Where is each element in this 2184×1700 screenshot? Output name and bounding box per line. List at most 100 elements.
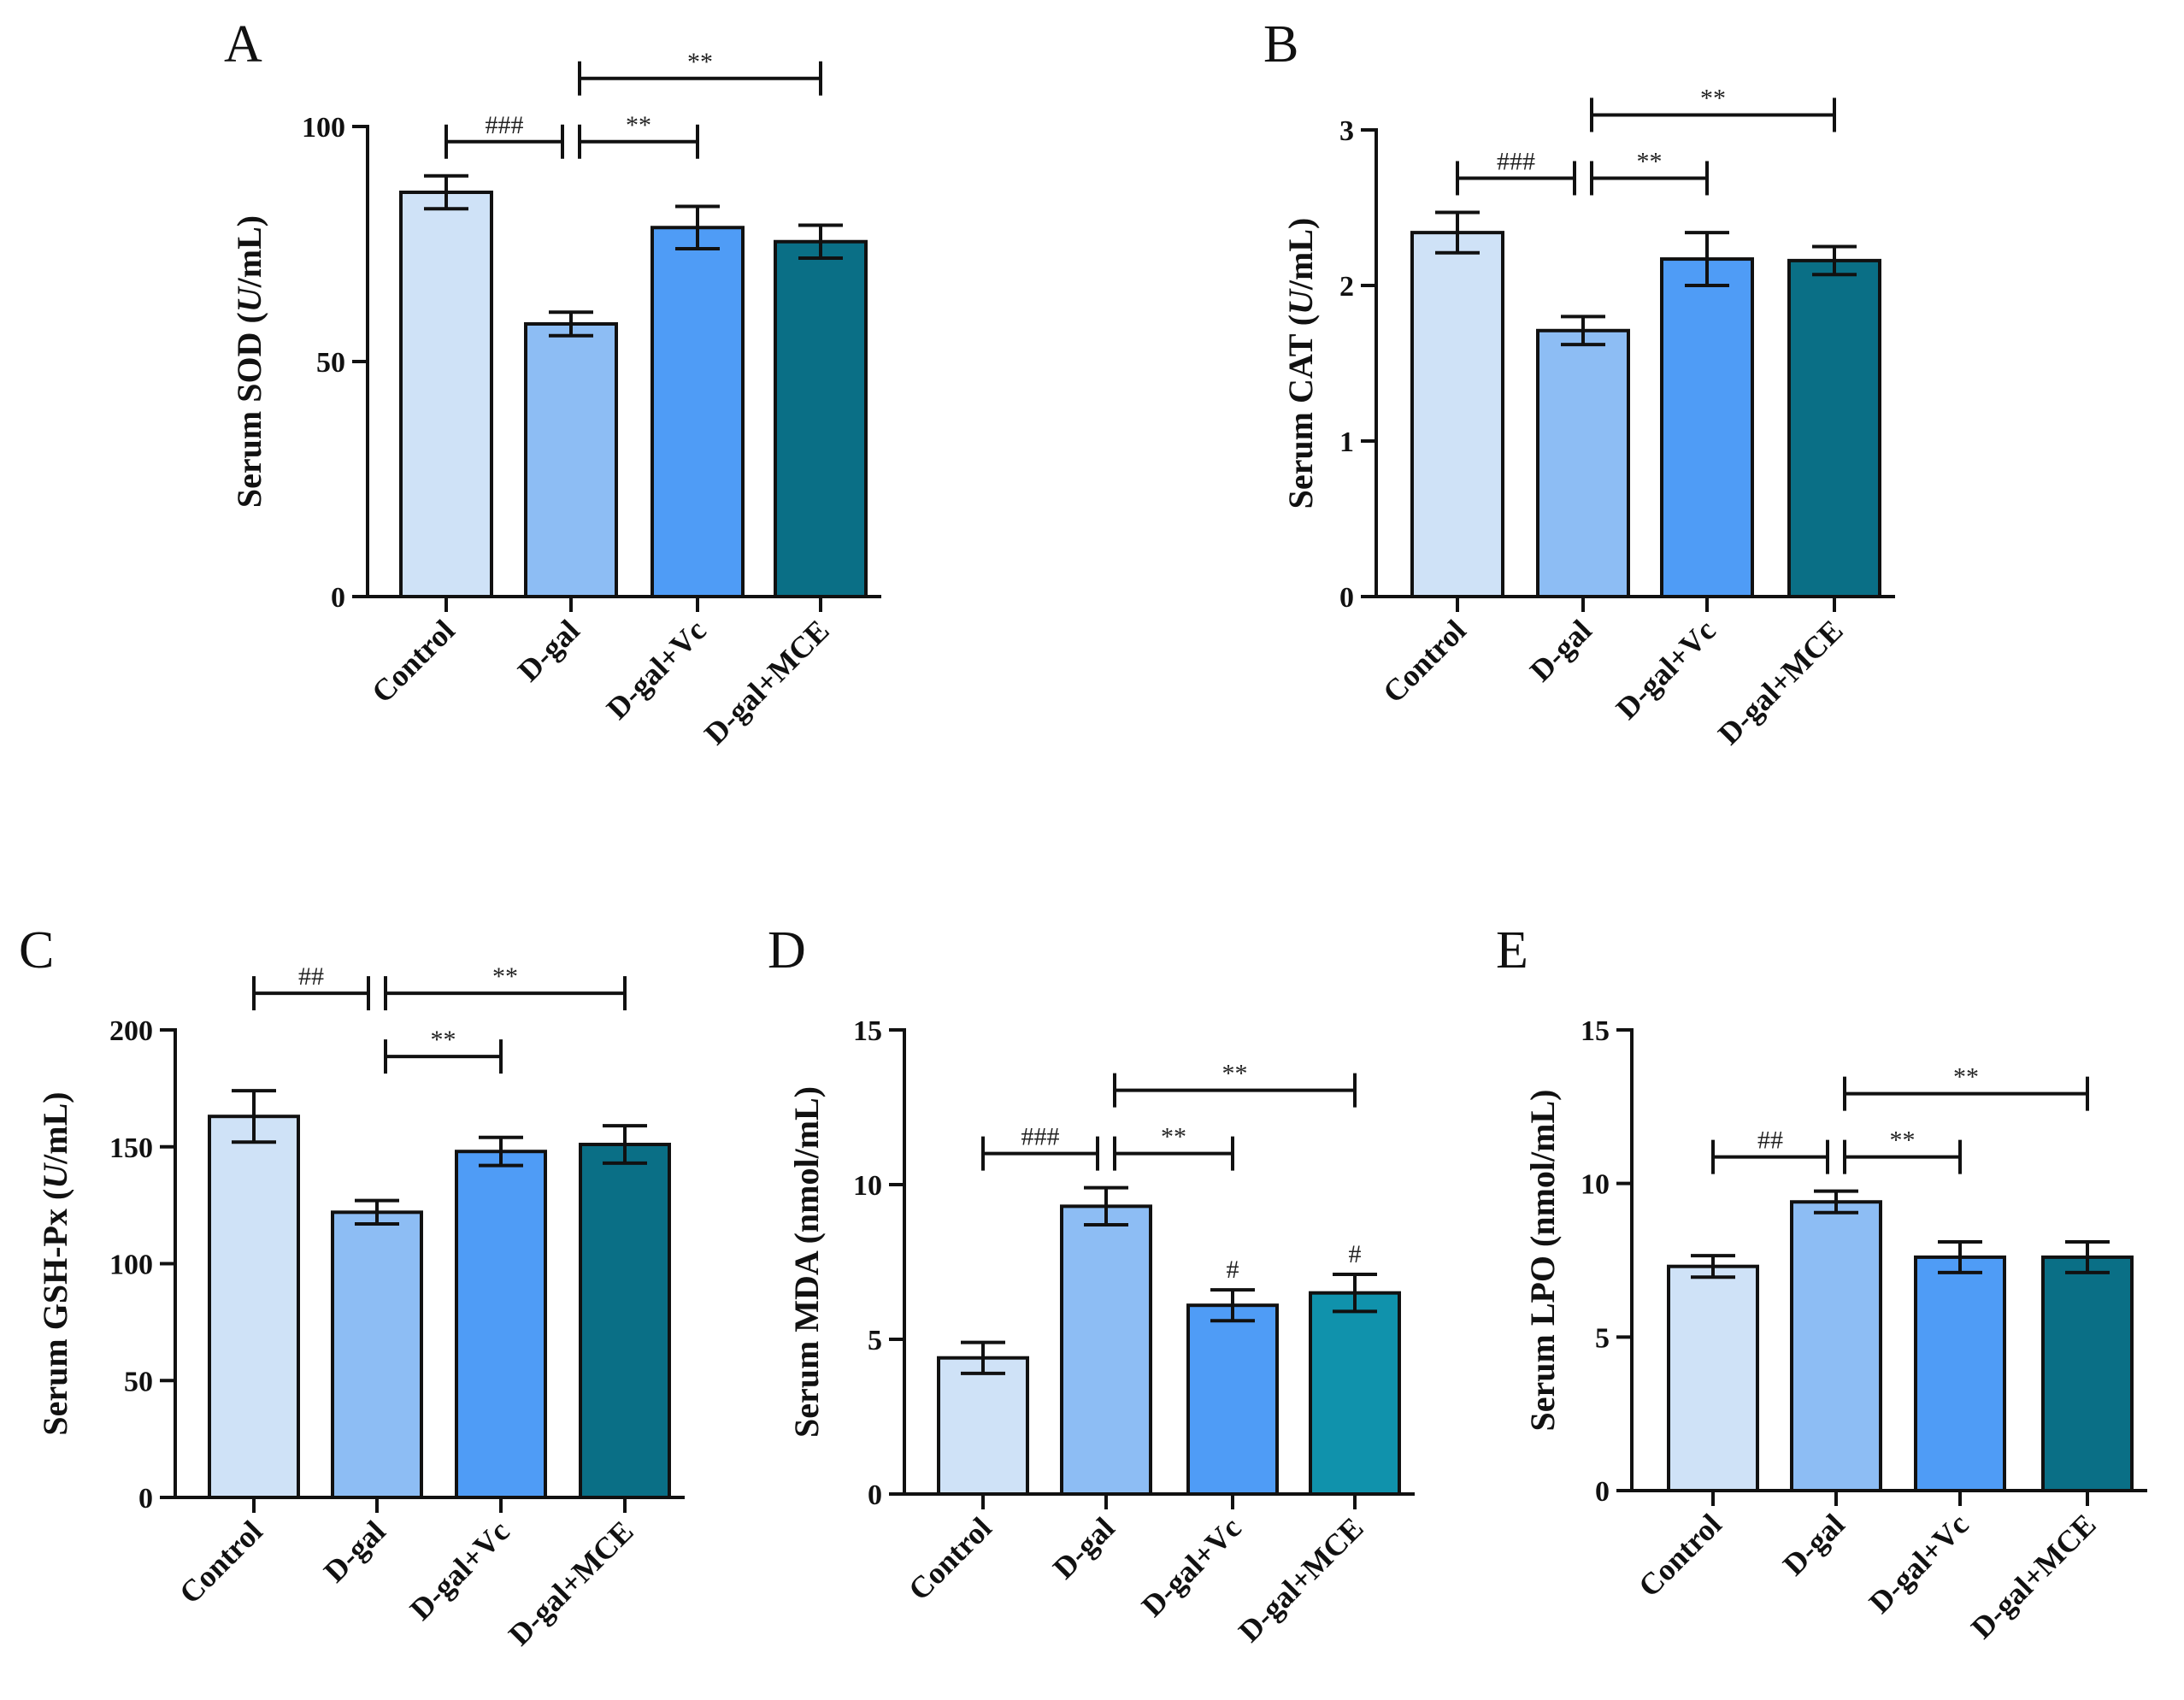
bar-control: [937, 1356, 1029, 1496]
x-tick-label: Control: [1632, 1507, 1728, 1603]
significance-bracket: [1456, 161, 1576, 196]
y-tick-label: 15: [1581, 1015, 1610, 1047]
y-tick-label: 0: [868, 1479, 882, 1511]
x-tick-label: D-gal+MCE: [1964, 1507, 2103, 1645]
y-tick-label: 200: [109, 1015, 153, 1047]
error-bar: [1685, 231, 1729, 287]
x-tick-label: D-gal+Vc: [1610, 613, 1722, 726]
y-axis-label: Serum LPO (nmol/mL): [1523, 1090, 1562, 1432]
significance-bracket: [1590, 161, 1709, 196]
significance-label: ##: [298, 962, 324, 991]
x-tick-label: D-gal: [1523, 613, 1598, 688]
panel-letter: D: [768, 921, 806, 979]
error-bar: [1691, 1254, 1735, 1279]
y-tick-label: 150: [109, 1132, 153, 1164]
y-tick-label: 10: [853, 1170, 882, 1202]
bar-control: [208, 1115, 300, 1499]
y-tick-label: 0: [1595, 1476, 1610, 1508]
y-tick-label: 0: [1339, 582, 1354, 614]
x-tick-label: D-gal: [511, 613, 586, 688]
chart-panel-d: D 0 5 10 15 Control D-gal D-gal+VcD-gal+MCE Seru…: [768, 921, 1415, 1649]
bar-significance-mark: #: [1227, 1256, 1239, 1284]
significance-label: ###: [486, 111, 524, 139]
x-tick-label: D-gal+MCE: [502, 1514, 640, 1652]
y-tick-label: 100: [109, 1250, 153, 1281]
bar-d-gal-vc: [650, 226, 745, 598]
error-bar: [2065, 1239, 2110, 1274]
bar-d-gal-mce: [579, 1143, 671, 1499]
bar-control: [399, 191, 493, 598]
x-tick-label: D-gal+Vc: [600, 613, 713, 726]
error-bar: [961, 1340, 1005, 1375]
bar-d-gal: [1536, 328, 1630, 598]
significance-bracket: [1113, 1136, 1234, 1171]
panel-letter: C: [19, 921, 54, 979]
x-tick-label: D-gal: [1046, 1510, 1121, 1585]
y-tick-label: 100: [302, 112, 345, 144]
significance-bracket: [252, 976, 370, 1011]
bar-control: [1667, 1264, 1759, 1492]
y-axis-label: Serum MDA (nmol/mL): [787, 1086, 826, 1438]
significance-label: **: [626, 111, 651, 139]
panel-letter: A: [224, 15, 262, 74]
error-bar: [1938, 1239, 1982, 1274]
y-axis-label: Serum CAT (U/mL): [1281, 218, 1320, 509]
significance-bracket: [1843, 1139, 1962, 1174]
x-tick-label: Control: [902, 1510, 998, 1607]
bar-control: [1410, 231, 1504, 598]
bar-d-gal: [1060, 1204, 1152, 1496]
x-tick-label: D-gal+Vc: [1863, 1507, 1975, 1620]
bar-significance-mark: #: [1349, 1240, 1362, 1268]
bar-d-gal: [1790, 1200, 1882, 1493]
bar-d-gal-vc: [1186, 1303, 1279, 1497]
panel-letter: B: [1263, 15, 1298, 74]
chart-panel-a: A 0 50 100 Control D-gal D-gal+VcD-gal+MCE Seru…: [224, 15, 881, 751]
error-bar: [798, 223, 843, 260]
significance-bracket: [384, 1039, 503, 1074]
y-axis-label: Serum GSH-Px (U/mL): [36, 1091, 74, 1435]
error-bar: [549, 310, 593, 338]
y-tick-label: 1: [1339, 426, 1354, 458]
significance-label: **: [431, 1026, 456, 1054]
x-tick-label: D-gal+Vc: [1135, 1510, 1248, 1623]
error-bar: [355, 1198, 399, 1226]
y-tick-label: 2: [1339, 271, 1354, 303]
bar-d-gal-mce: [774, 239, 868, 598]
panel-letter: E: [1496, 921, 1528, 979]
chart-panel-e: E 0 5 10 15 Control D-gal D-gal+VcD-gal+MCE Seru…: [1496, 921, 2147, 1645]
bar-d-gal-mce: [2041, 1255, 2134, 1492]
bar-d-gal-vc: [1914, 1255, 2006, 1492]
x-tick-label: Control: [173, 1514, 269, 1610]
error-bar: [603, 1124, 647, 1165]
significance-label: ###: [1021, 1123, 1060, 1151]
significance-bracket: [384, 976, 627, 1011]
significance-bracket: [981, 1136, 1099, 1171]
y-tick-label: 10: [1581, 1169, 1610, 1201]
significance-bracket: [1843, 1076, 2089, 1111]
x-tick-label: D-gal+Vc: [403, 1514, 516, 1626]
y-tick-label: 0: [138, 1483, 153, 1515]
significance-bracket: [1113, 1073, 1357, 1108]
significance-bracket: [1711, 1139, 1829, 1174]
significance-bracket: [1590, 97, 1836, 132]
significance-label: ###: [1497, 147, 1535, 175]
y-tick-label: 15: [853, 1015, 882, 1047]
x-tick-label: Control: [1376, 613, 1473, 709]
error-bar: [1333, 1272, 1377, 1314]
bar-d-gal-vc: [1660, 257, 1754, 598]
error-bar: [424, 174, 468, 211]
y-tick-label: 3: [1339, 115, 1354, 147]
significance-bracket: [578, 124, 699, 159]
x-tick-label: Control: [365, 613, 462, 709]
error-bar: [1814, 1189, 1858, 1215]
significance-label: **: [1222, 1060, 1248, 1088]
y-tick-label: 5: [1595, 1322, 1610, 1354]
chart-panel-b: B 0 1 2 3 Control D-gal D-gal+VcD-gal+MCE Serum …: [1263, 15, 1895, 751]
chart-panel-c: C 0 50 100 150 200 Control D-gal D-gal+VcD-gal+M…: [19, 921, 685, 1652]
error-bar: [1210, 1288, 1255, 1323]
error-bar: [232, 1089, 276, 1144]
significance-bracket: [578, 61, 822, 96]
significance-label: **: [1161, 1123, 1186, 1151]
x-tick-label: D-gal+MCE: [1711, 613, 1850, 751]
